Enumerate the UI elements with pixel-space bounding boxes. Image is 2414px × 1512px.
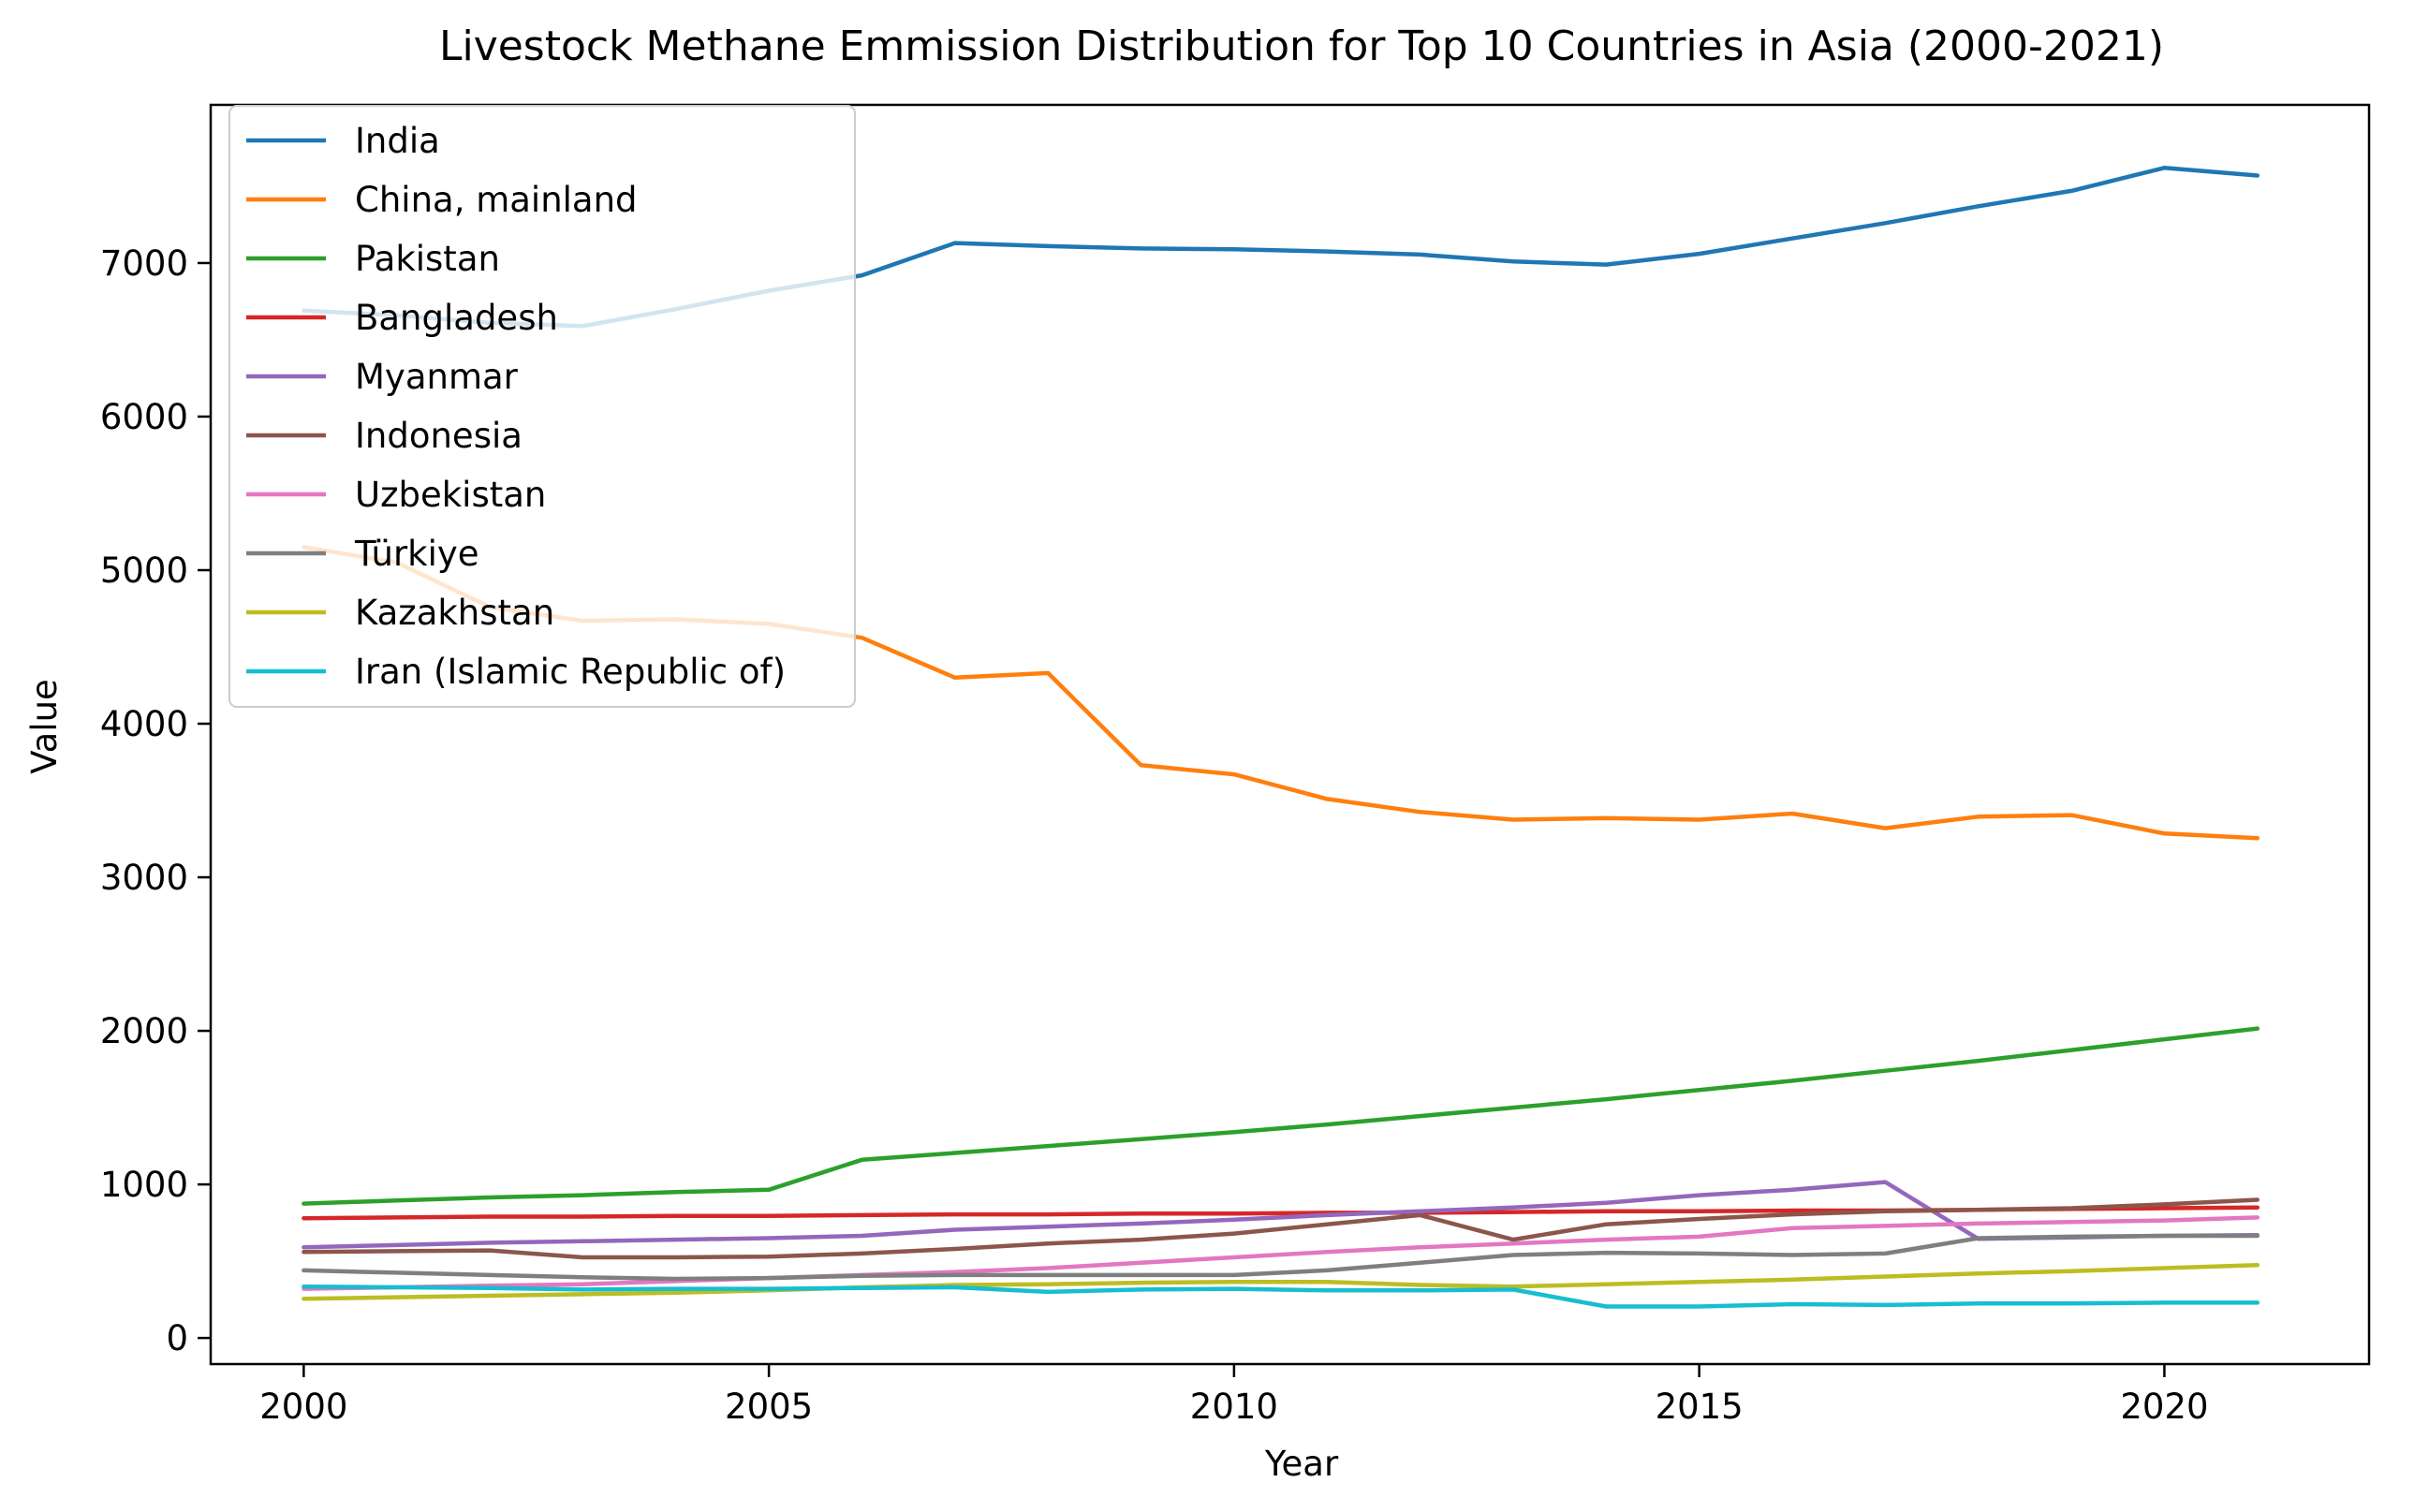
legend-label: Indonesia bbox=[355, 416, 523, 456]
series-line bbox=[302, 1284, 2260, 1309]
legend-label: Bangladesh bbox=[355, 298, 558, 338]
legend-label: China, mainland bbox=[355, 180, 638, 220]
y-tick-label: 4000 bbox=[100, 704, 188, 744]
x-tick-label: 2020 bbox=[2120, 1387, 2208, 1427]
series-line bbox=[302, 1262, 2260, 1301]
legend-label: Pakistan bbox=[355, 239, 500, 279]
series-line bbox=[302, 1233, 2260, 1282]
legend: India China, mainland Pakistan Bangladesh My… bbox=[228, 105, 856, 708]
legend-label: Türkiye bbox=[354, 534, 479, 574]
axis-ticks: 2000 2005 2010 2015 2020 0 1000 2000 3000 4000 500… bbox=[100, 243, 2209, 1427]
y-tick-label: 0 bbox=[166, 1318, 188, 1358]
y-tick-label: 7000 bbox=[100, 243, 188, 284]
legend-label: Uzbekistan bbox=[355, 475, 546, 515]
y-tick-label: 2000 bbox=[100, 1011, 188, 1051]
x-tick-label: 2000 bbox=[259, 1387, 347, 1427]
y-tick-label: 6000 bbox=[100, 397, 188, 437]
legend-label: India bbox=[355, 121, 440, 161]
y-tick-label: 5000 bbox=[100, 550, 188, 591]
x-tick-label: 2005 bbox=[725, 1387, 813, 1427]
x-tick-label: 2010 bbox=[1190, 1387, 1278, 1427]
y-tick-label: 3000 bbox=[100, 858, 188, 898]
series-lines bbox=[302, 166, 2260, 1309]
series-line bbox=[302, 1197, 2260, 1260]
legend-label: Iran (Islamic Republic of) bbox=[355, 652, 786, 692]
x-tick-label: 2015 bbox=[1656, 1387, 1744, 1427]
x-axis-label: Year bbox=[1264, 1444, 1339, 1484]
plot-frame bbox=[209, 103, 2371, 1366]
series-line bbox=[302, 1026, 2260, 1206]
chart-title: Livestock Methane Emmission Distribution… bbox=[439, 22, 2164, 70]
legend-label: Kazakhstan bbox=[355, 593, 554, 633]
series-line bbox=[302, 1215, 2260, 1291]
y-tick-label: 1000 bbox=[100, 1165, 188, 1205]
legend-box bbox=[228, 105, 856, 708]
y-axis-label: Value bbox=[24, 679, 65, 774]
legend-label: Myanmar bbox=[355, 357, 519, 397]
